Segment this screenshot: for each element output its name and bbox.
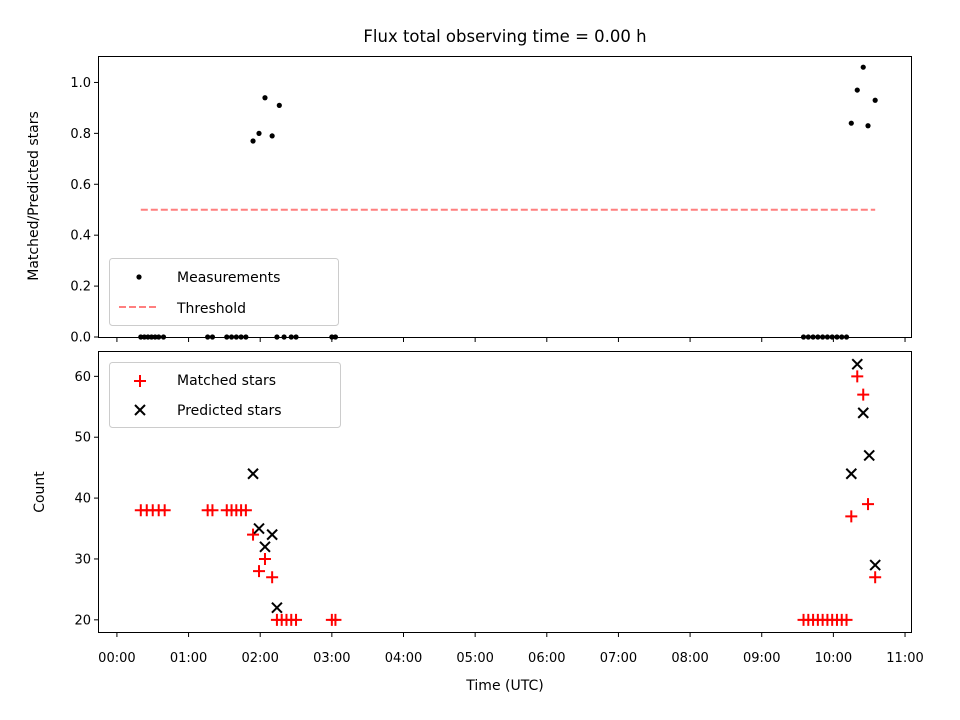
- chart-title: Flux total observing time = 0.00 h: [363, 27, 646, 46]
- x-tick-label: 08:00: [671, 651, 708, 666]
- bottom-legend: Matched stars Predicted stars: [109, 362, 341, 428]
- top-y-axis-label: Matched/Predicted stars: [26, 111, 42, 281]
- bottom-legend-box: [109, 362, 341, 428]
- y-tick-label: 0.0: [70, 331, 91, 346]
- matched-star-point: [206, 504, 219, 517]
- x-tick-label: 00:00: [98, 651, 135, 666]
- measurement-point: [250, 138, 256, 144]
- top-axes-frame: [98, 56, 912, 338]
- legend-predicted-marker: [134, 404, 146, 416]
- matched-star-point: [266, 571, 279, 584]
- x-tick-label: 05:00: [456, 651, 493, 666]
- predicted-star-point: [247, 468, 259, 480]
- y-tick-label: 40: [74, 492, 91, 507]
- predicted-star-point: [851, 358, 863, 370]
- bottom-plot-marks: [134, 358, 882, 626]
- matched-star-point: [290, 613, 303, 626]
- y-tick-label: 30: [74, 552, 91, 567]
- top-plot-marks: [138, 64, 878, 340]
- predicted-star-point: [857, 407, 869, 419]
- measurement-point: [865, 123, 871, 129]
- predicted-star-point: [863, 449, 875, 462]
- x-tick-label: 01:00: [170, 651, 207, 666]
- y-tick-label: 0.4: [70, 229, 91, 244]
- predicted-star-point: [259, 541, 271, 553]
- measurement-point: [848, 120, 854, 126]
- bottom-x-ticks: 00:00 01:00 02:00 03:00 04:00 05:00 06:00 07:00…: [98, 632, 924, 666]
- matched-star-point: [247, 528, 260, 541]
- predicted-star-point: [253, 522, 265, 535]
- measurement-point: [872, 97, 878, 103]
- predicted-star-point: [271, 601, 283, 614]
- legend-predicted-label: Predicted stars: [177, 403, 282, 419]
- x-tick-label: 06:00: [528, 651, 565, 666]
- matched-star-point: [862, 498, 875, 511]
- y-tick-label: 1.0: [70, 76, 91, 91]
- predicted-star-point: [869, 559, 881, 571]
- measurement-point: [262, 95, 268, 101]
- predicted-star-point: [845, 468, 858, 480]
- x-tick-label: 10:00: [815, 651, 852, 666]
- x-tick-label: 04:00: [385, 651, 422, 666]
- x-tick-label: 02:00: [241, 651, 278, 666]
- top-legend: Measurements Threshold: [109, 258, 339, 326]
- x-tick-label: 09:00: [743, 651, 780, 666]
- matched-star-point: [845, 510, 858, 523]
- y-tick-label: 60: [74, 370, 91, 385]
- x-tick-label: 03:00: [313, 651, 350, 666]
- measurement-point: [854, 87, 860, 93]
- y-tick-label: 0.8: [70, 127, 91, 142]
- x-tick-label: 11:00: [886, 651, 923, 666]
- matched-star-point: [258, 552, 271, 565]
- x-tick-label: 07:00: [600, 651, 637, 666]
- bottom-panel: 20 30 40 50 60 00:00 01:00 02:00 03:00 04:00 05:0…: [32, 351, 924, 694]
- measurement-point: [269, 133, 275, 139]
- legend-matched-label: Matched stars: [177, 373, 276, 389]
- matched-star-point: [329, 613, 342, 626]
- top-y-ticks: 0.0 0.2 0.4 0.6 0.8 1.0: [70, 76, 99, 346]
- bottom-y-axis-label: Count: [32, 471, 48, 513]
- bottom-axes-frame: [98, 351, 912, 633]
- bottom-x-axis-label: Time (UTC): [465, 678, 543, 694]
- top-panel: Flux total observing time = 0.00 h 0.00.…: [26, 27, 912, 346]
- legend-threshold-label: Threshold: [176, 301, 246, 317]
- legend-measurements-label: Measurements: [177, 270, 280, 286]
- predicted-star-point: [266, 528, 278, 541]
- matched-star-point: [851, 370, 864, 383]
- matched-star-point: [840, 613, 853, 626]
- top-legend-box: [109, 258, 339, 326]
- y-tick-label: 50: [74, 431, 91, 446]
- matched-star-point: [857, 388, 870, 401]
- bottom-y-ticks: 20 30 40 50 60: [74, 370, 99, 628]
- measurement-point: [276, 102, 282, 108]
- legend-measurements-marker: [136, 274, 142, 280]
- measurement-point: [860, 64, 866, 70]
- measurement-point: [256, 130, 262, 136]
- y-tick-label: 0.2: [70, 280, 91, 295]
- legend-matched-marker: [134, 375, 146, 387]
- matched-star-point: [239, 504, 252, 517]
- y-tick-label: 0.6: [70, 178, 91, 193]
- y-tick-label: 20: [74, 613, 91, 628]
- matched-star-point: [869, 571, 882, 584]
- matched-star-point: [158, 504, 171, 517]
- matched-star-point: [253, 565, 266, 578]
